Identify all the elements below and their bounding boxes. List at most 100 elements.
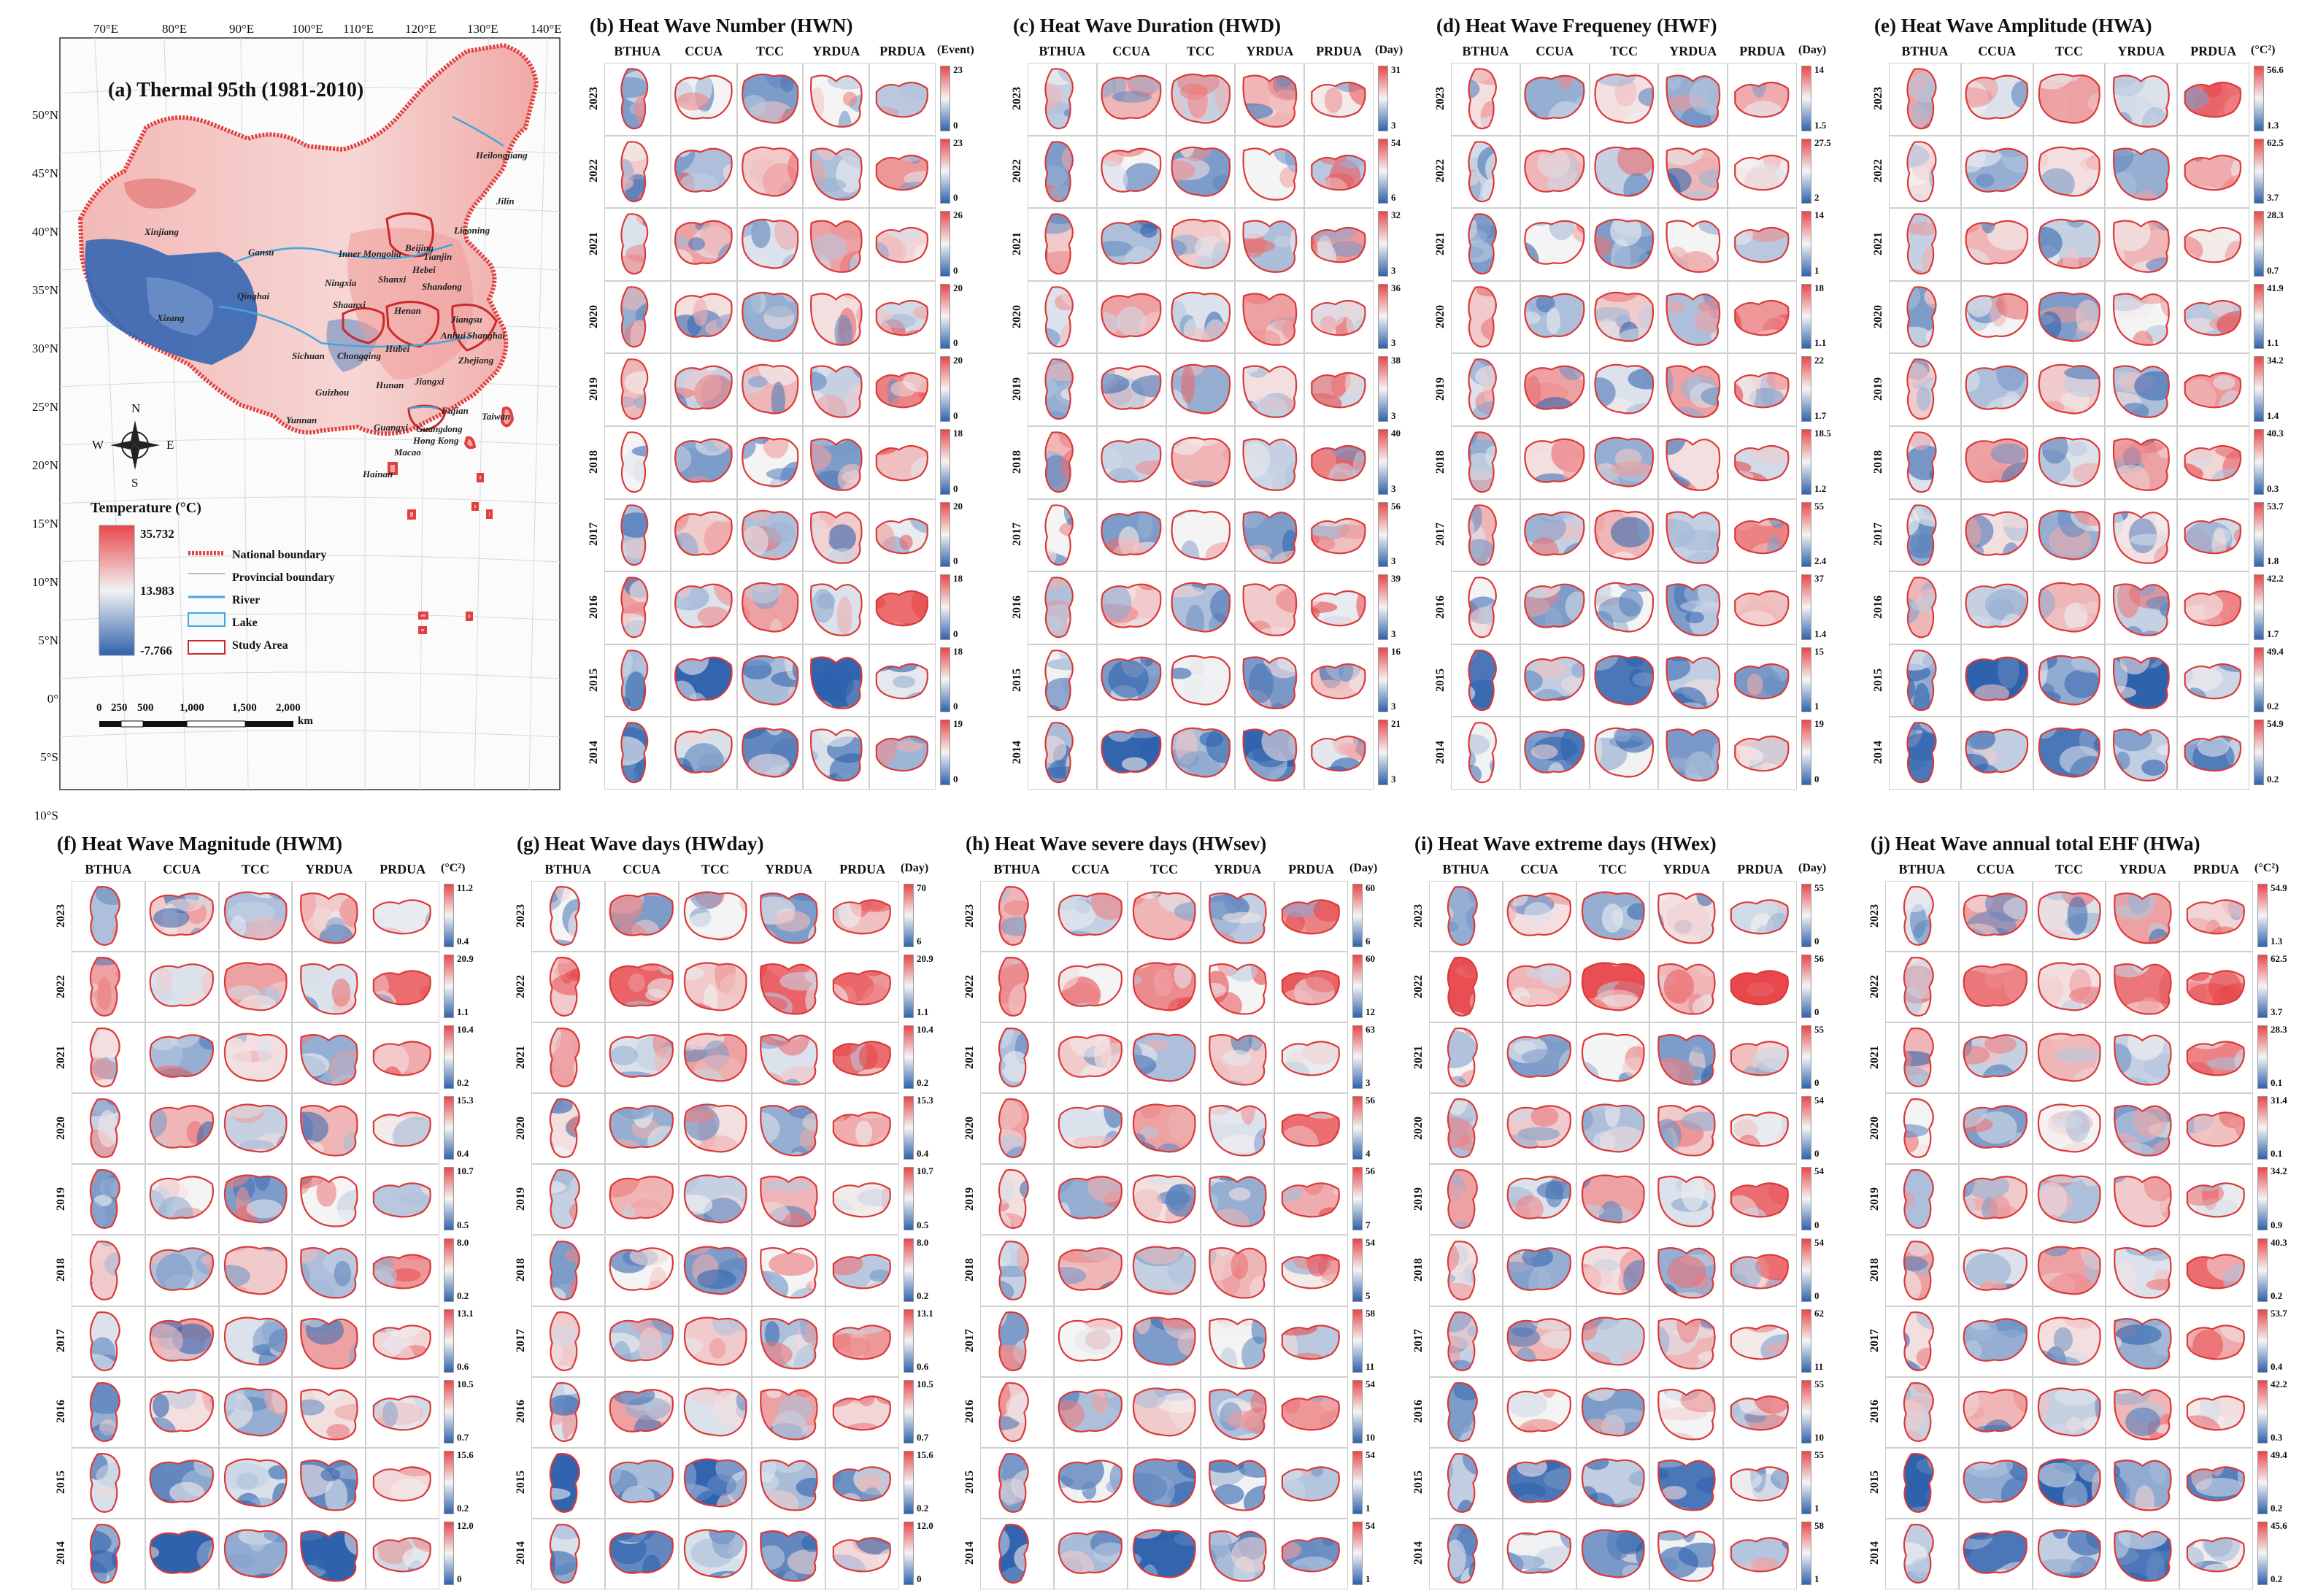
map-cell-ccua-2021 (1502, 1022, 1576, 1094)
map-cell-prdua-2022 (825, 952, 899, 1023)
map-cell-yrdua-2023 (1235, 63, 1305, 136)
map-cell-yrdua-2023 (1649, 881, 1724, 952)
map-cell-bthua-2020 (1028, 280, 1097, 354)
map-cell-yrdua-2016 (1649, 1376, 1724, 1448)
colorbar-max: 26 (953, 209, 963, 221)
map-cell-bthua-2015 (1885, 1447, 1959, 1519)
colorbar-max: 62.5 (2271, 953, 2287, 965)
map-cell-bthua-2015 (72, 1447, 145, 1519)
region-map (1055, 1094, 1127, 1163)
region-map (1452, 209, 1520, 280)
map-cell-tcc-2019 (218, 1164, 293, 1235)
region-header: YRDUA (2119, 862, 2167, 876)
map-cell-ccua-2019 (1502, 1164, 1576, 1235)
colorbar (1801, 1521, 1811, 1585)
place-label: Shaanxi (333, 299, 366, 310)
map-cell-yrdua-2016 (1235, 571, 1305, 644)
colorbar-min: 3 (1366, 1077, 1371, 1089)
region-map (532, 1378, 604, 1447)
colorbar (1352, 1238, 1363, 1302)
year-label: 2016 (515, 1400, 527, 1424)
region-map (220, 1519, 292, 1589)
region-map (2033, 1165, 2106, 1234)
region-map (532, 1236, 604, 1306)
region-header: CCUA (685, 44, 723, 58)
map-cell-prdua-2022 (2179, 952, 2253, 1023)
year-label: 2023 (1872, 86, 1884, 110)
map-cell-ccua-2020 (1502, 1093, 1576, 1165)
colorbar-min: 2.4 (1814, 555, 1827, 567)
colorbar-max: 58 (1814, 1519, 1824, 1531)
region-map (1890, 63, 1960, 135)
region-map (220, 1378, 292, 1447)
colorbar (940, 211, 950, 277)
region-map (532, 882, 604, 951)
region-map (804, 717, 869, 789)
year-label: 2020 (963, 1116, 976, 1140)
map-cell-yrdua-2021 (803, 208, 870, 281)
region-map (146, 1165, 218, 1234)
region-map (1503, 1165, 1576, 1234)
map-cell-prdua-2021 (2179, 1022, 2253, 1094)
region-header: CCUA (1520, 862, 1559, 876)
region-map (1098, 63, 1166, 135)
region-map (1659, 500, 1727, 571)
map-cell-tcc-2021 (2032, 1022, 2106, 1094)
place-label: Macao (394, 447, 421, 458)
region-map (1590, 354, 1658, 425)
map-cell-bthua-2019 (531, 1164, 605, 1235)
colorbar-max: 23 (953, 64, 963, 75)
colorbar-max: 63 (1366, 1024, 1375, 1036)
colorbar-min: 0.7 (457, 1431, 469, 1443)
map-cell-ccua-2022 (1958, 952, 2033, 1023)
region-map (679, 952, 752, 1022)
region-map (2106, 282, 2176, 353)
map-cell-bthua-2022 (604, 135, 671, 209)
year-label: 2023 (1011, 86, 1023, 110)
map-cell-yrdua-2023 (803, 63, 870, 136)
map-cell-tcc-2020 (678, 1093, 752, 1165)
colorbar (444, 1025, 454, 1090)
region-map (1452, 63, 1520, 135)
region-map (366, 1165, 439, 1234)
region-map (1236, 282, 1303, 353)
colorbar-max: 60 (1366, 953, 1375, 965)
map-cell-tcc-2022 (1589, 135, 1659, 209)
map-cell-ccua-2019 (1053, 1164, 1128, 1235)
region-header: BTHUA (85, 862, 132, 876)
map-cell-prdua-2018 (2179, 1235, 2253, 1306)
region-map (2106, 717, 2176, 789)
map-cell-yrdua-2021 (2105, 208, 2178, 281)
year-label: 2018 (55, 1258, 67, 1282)
colorbar (904, 1096, 914, 1160)
region-map (1724, 882, 1796, 951)
map-cell-tcc-2017 (2033, 498, 2106, 572)
colorbar-max: 54 (1366, 1449, 1375, 1460)
lat-label: 0° (47, 692, 58, 706)
panel-6: (h) Heat Wave severe days (HWsev) (Day) BT… (960, 833, 1390, 1589)
map-cell-yrdua-2017 (803, 498, 870, 572)
map-cell-ccua-2016 (604, 1376, 679, 1448)
islands (388, 406, 515, 634)
colorbar-min: 0 (1814, 1006, 1819, 1018)
map-cell-bthua-2017 (1889, 498, 1961, 572)
region-map (870, 427, 935, 498)
map-cell-yrdua-2023 (2106, 881, 2180, 952)
place-label: Fujian (442, 405, 469, 416)
region-header: BTHUA (993, 862, 1041, 876)
colorbar-min: 1.3 (2267, 119, 2279, 131)
colorbar-min: 0 (953, 774, 958, 784)
region-map (804, 354, 869, 425)
map-cell-prdua-2022 (869, 135, 936, 209)
region-map (1521, 645, 1589, 717)
region-header: PRDUA (2193, 862, 2240, 876)
map-cell-bthua-2014 (531, 1518, 605, 1589)
panel-4: (f) Heat Wave Magnitude (HWM) (°C²) BTHUA C… (51, 833, 482, 1589)
map-cell-tcc-2019 (1166, 353, 1236, 426)
map-cell-yrdua-2015 (752, 1447, 826, 1519)
map-cell-prdua-2020 (825, 1093, 899, 1165)
map-cell-bthua-2014 (1889, 717, 1961, 790)
map-cell-bthua-2018 (604, 426, 671, 499)
map-cell-ccua-2014 (670, 717, 737, 790)
colorbar (1378, 574, 1388, 640)
